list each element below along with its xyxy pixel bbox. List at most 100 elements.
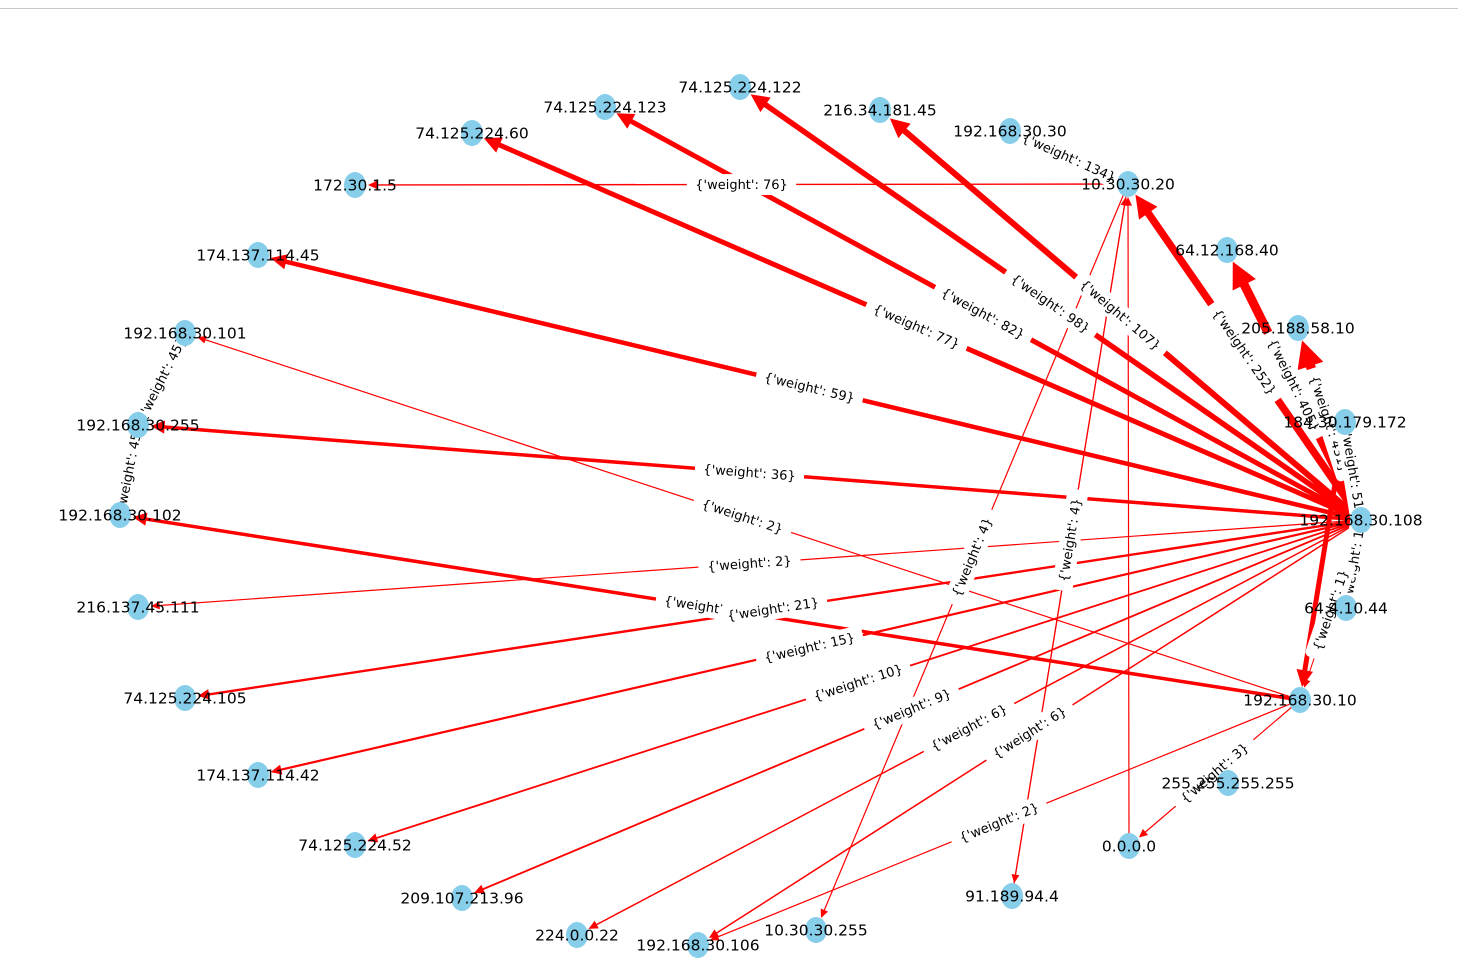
edge-label-bbox: [128, 327, 195, 431]
edge-label-bbox: [108, 415, 150, 525]
node-label-74.125.224.52: 74.125.224.52: [298, 837, 411, 855]
node-label-174.137.114.42: 174.137.114.42: [196, 767, 319, 785]
arrowhead-icon: [1138, 828, 1149, 838]
node-192.168.30.102: [109, 502, 131, 528]
edge-label-bbox: [949, 795, 1049, 850]
arrowhead-icon: [197, 689, 210, 700]
node-174.137.114.45: [247, 242, 269, 268]
edge-weight-label-group: {'weight': 2}: [691, 491, 794, 542]
arrowhead-icon: [473, 884, 485, 894]
edge-label-bbox: [931, 279, 1035, 348]
edge-label-bbox: [920, 696, 1018, 759]
edge-weight-label: {'weight': 2}: [707, 554, 792, 575]
edge-label-bbox: [982, 697, 1077, 768]
node-labels-layer: 74.125.224.123 74.125.224.122 216.34.181.4…: [58, 79, 1422, 955]
node-label-192.168.30.101: 192.168.30.101: [123, 325, 246, 343]
node-64.4.10.44: [1335, 595, 1357, 621]
edge-weight-label: {'weight': 76}: [695, 178, 788, 193]
edge-0.0.0.0-to-10.30.30.20: [1127, 203, 1130, 847]
node-label-174.137.114.45: 174.137.114.45: [196, 247, 319, 265]
edge-label-bbox: [1001, 265, 1100, 342]
node-192.168.30.30: [999, 118, 1021, 144]
node-216.137.45.111: [127, 594, 149, 620]
node-label-10.30.30.255: 10.30.30.255: [764, 922, 868, 940]
edge-label-bbox: [698, 549, 801, 578]
node-91.189.94.4: [1001, 883, 1023, 909]
node-label-0.0.0.0: 0.0.0.0: [1102, 838, 1156, 856]
arrowhead-icon: [197, 335, 207, 344]
edge-weight-label-group: {'weight': 3}: [1170, 733, 1259, 813]
node-label-184.30.179.172: 184.30.179.172: [1283, 414, 1406, 432]
edge-label-bbox: [691, 491, 794, 542]
edge-weight-label: {'weight': 45}: [135, 335, 191, 424]
arrowhead-icon: [150, 601, 160, 610]
node-74.125.224.122: [729, 74, 751, 100]
node-label-74.125.224.60: 74.125.224.60: [415, 125, 528, 143]
node-224.0.0.22: [566, 922, 588, 948]
edge-weight-label-group: {'weight': 2}: [949, 795, 1049, 850]
arrowhead-icon: [616, 113, 636, 129]
node-172.30.1.5: [344, 172, 366, 198]
edge-label-bbox: [1170, 733, 1259, 813]
edge-labels-layer: {'weight': 77}{'weight': 82}{'weight': 9…: [108, 125, 1372, 850]
node-label-192.168.30.108: 192.168.30.108: [1299, 512, 1422, 530]
node-label-64.4.10.44: 64.4.10.44: [1304, 600, 1388, 618]
node-label-224.0.0.22: 224.0.0.22: [535, 927, 619, 945]
node-192.168.30.10: [1289, 687, 1311, 713]
node-label-205.188.58.10: 205.188.58.10: [1241, 320, 1354, 338]
node-184.30.179.172: [1334, 409, 1356, 435]
node-255.255.255.255: [1217, 770, 1239, 796]
edge-weight-label-group: {'weight': 10}: [804, 656, 912, 709]
arrowhead-icon: [889, 118, 911, 139]
edge-weight-label: {'weight': 77}: [871, 302, 962, 353]
arrowhead-icon: [368, 180, 378, 190]
node-216.34.181.45: [869, 97, 891, 123]
edge-label-bbox: [1305, 559, 1356, 661]
arrowhead-icon: [270, 254, 288, 270]
node-label-172.30.1.5: 172.30.1.5: [313, 177, 397, 195]
edge-label-bbox: [861, 681, 962, 737]
node-192.168.30.101: [174, 320, 196, 346]
node-0.0.0.0: [1118, 833, 1140, 859]
arrowhead-icon: [150, 420, 166, 434]
arrowhead-icon: [1011, 874, 1020, 884]
edge-weight-label-group: {'weight': 59}: [754, 365, 865, 410]
node-label-74.125.224.105: 74.125.224.105: [123, 690, 246, 708]
node-74.125.224.123: [594, 94, 616, 120]
edge-label-bbox: [944, 507, 1000, 607]
node-label-74.125.224.123: 74.125.224.123: [543, 99, 666, 117]
node-label-192.168.30.10: 192.168.30.10: [1243, 692, 1356, 710]
figure-top-border: [0, 8, 1458, 9]
arrowhead-icon: [1232, 261, 1256, 291]
arrowhead-icon: [367, 833, 379, 843]
edge-label-bbox: [1013, 125, 1125, 190]
edge-label-bbox: [1334, 416, 1372, 526]
edge-weight-label-group: {'weight': 4}: [944, 507, 1000, 607]
arrowhead-icon: [483, 137, 503, 153]
edge-label-bbox: [804, 656, 912, 709]
node-label-74.125.224.122: 74.125.224.122: [678, 79, 801, 97]
node-label-216.34.181.45: 216.34.181.45: [823, 102, 936, 120]
node-64.12.168.40: [1216, 237, 1238, 263]
edge-label-bbox: [1260, 329, 1328, 441]
node-label-255.255.255.255: 255.255.255.255: [1161, 775, 1294, 793]
edge-label-bbox: [718, 591, 828, 627]
node-174.137.114.42: [247, 762, 269, 788]
edge-label-bbox: [754, 625, 865, 670]
arrowhead-icon: [132, 512, 148, 526]
node-74.125.224.105: [174, 685, 196, 711]
edge-label-bbox: [1052, 488, 1088, 592]
arrowhead-icon: [1297, 340, 1324, 371]
edge-label-bbox: [754, 365, 865, 410]
arrowhead-icon: [820, 908, 829, 919]
edge-weight-label: {'weight': 15}: [763, 631, 857, 666]
node-10.30.30.255: [805, 917, 827, 943]
arrowhead-icon: [710, 933, 720, 941]
node-label-64.12.168.40: 64.12.168.40: [1175, 242, 1279, 260]
edge-label-bbox: [863, 296, 970, 357]
nodes-layer: [109, 74, 1372, 958]
edge-weight-label: {'weight': 36}: [703, 462, 796, 484]
node-label-10.30.30.20: 10.30.30.20: [1081, 176, 1175, 194]
